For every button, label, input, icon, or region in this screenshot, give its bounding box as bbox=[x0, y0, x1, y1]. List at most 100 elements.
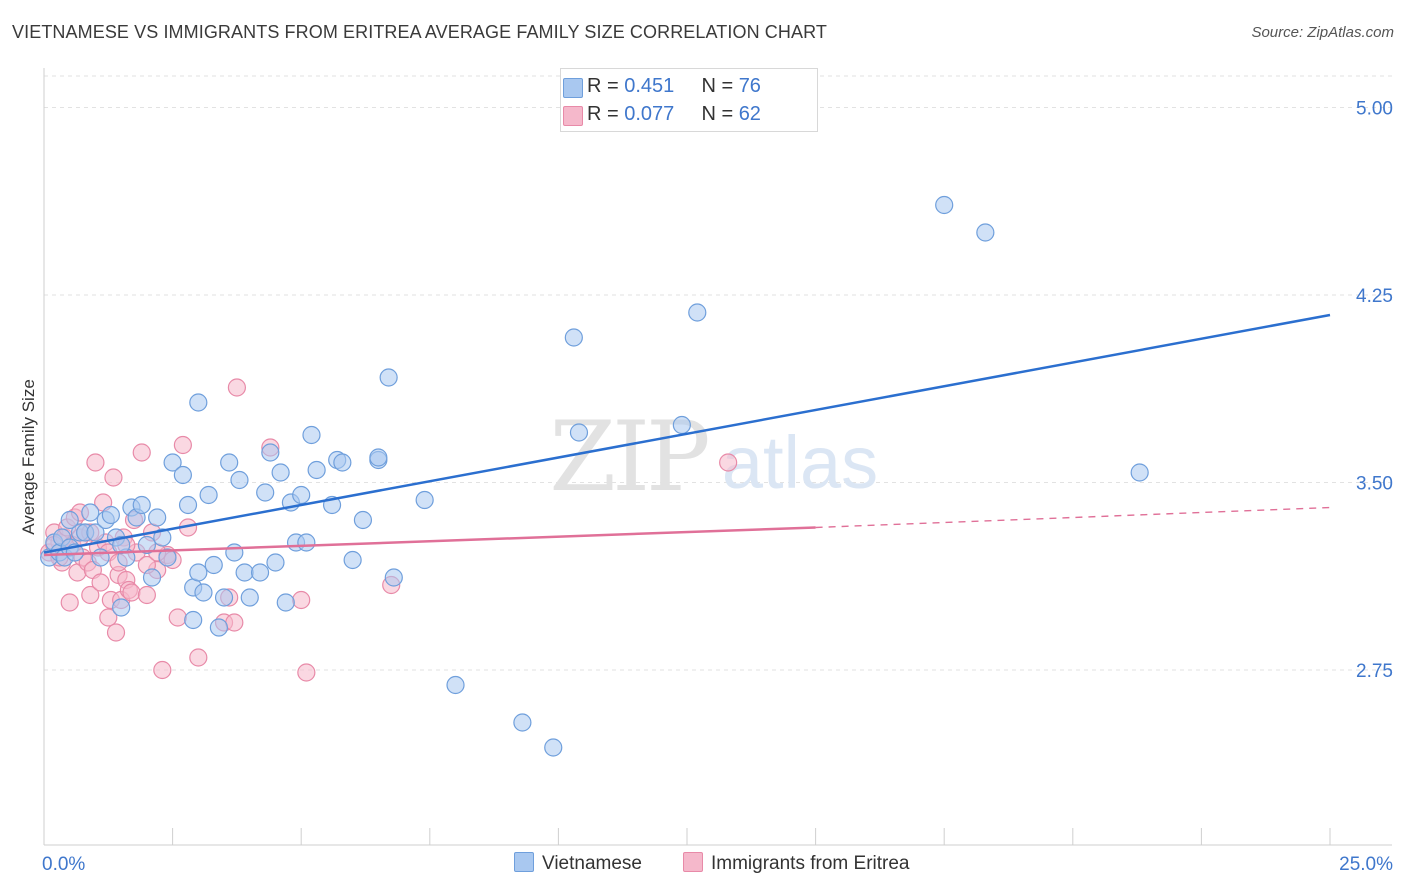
eritrea-point bbox=[173, 435, 192, 455]
eritrea-point bbox=[168, 608, 187, 627]
trend-line-vietnamese bbox=[43, 313, 1331, 554]
y-axis-label: Average Family Size bbox=[19, 379, 38, 535]
legend-swatch-blue bbox=[563, 78, 583, 98]
eritrea-point bbox=[189, 648, 208, 667]
vietnamese-point bbox=[189, 563, 208, 582]
vietnamese-point bbox=[60, 510, 79, 530]
vietnamese-point bbox=[209, 618, 228, 637]
vietnamese-point bbox=[220, 453, 239, 472]
vietnamese-point bbox=[214, 588, 234, 607]
legend-row-eritrea: R = 0.077 N = 62 bbox=[563, 103, 761, 126]
vietnamese-point bbox=[976, 223, 995, 242]
x-tick-label-min: 0.0% bbox=[42, 854, 85, 875]
trend-lines bbox=[43, 313, 1331, 557]
vietnamese-point bbox=[256, 483, 275, 502]
axes bbox=[43, 68, 1392, 846]
vietnamese-point bbox=[353, 510, 373, 530]
y-tick-label: 4.25 bbox=[1356, 286, 1393, 307]
vietnamese-point bbox=[230, 470, 249, 490]
vietnamese-point bbox=[250, 563, 270, 582]
vietnamese-point bbox=[199, 485, 218, 505]
watermark-atlas: atlas bbox=[722, 421, 878, 504]
legend-n-value: 76 bbox=[738, 75, 761, 97]
eritrea-point bbox=[132, 443, 151, 462]
legend-n-value: 62 bbox=[738, 103, 761, 125]
legend: R = 0.451 N = 76 R = 0.077 N = 62 bbox=[560, 68, 818, 132]
vietnamese-point bbox=[564, 328, 583, 347]
vietnamese-point bbox=[194, 583, 213, 602]
vietnamese-point bbox=[271, 463, 290, 482]
eritrea-point bbox=[106, 623, 126, 642]
vietnamese-point bbox=[86, 523, 105, 542]
eritrea-point bbox=[719, 453, 738, 472]
legend-n-label: N = bbox=[701, 103, 739, 125]
watermark: ZIP atlas bbox=[549, 401, 878, 513]
vietnamese-point bbox=[276, 593, 295, 612]
eritrea-point bbox=[122, 583, 141, 602]
legend-r-value: 0.077 bbox=[624, 103, 675, 125]
legend-n-label: N = bbox=[701, 75, 739, 97]
vietnamese-point bbox=[261, 443, 280, 462]
legend-row-vietnamese: R = 0.451 N = 76 bbox=[563, 75, 761, 98]
bottom-legend-label: Vietnamese bbox=[542, 853, 642, 874]
vietnamese-point bbox=[544, 738, 563, 757]
vietnamese-point bbox=[240, 588, 259, 607]
y-tick-label: 5.00 bbox=[1356, 99, 1393, 120]
bottom-legend-label: Immigrants from Eritrea bbox=[711, 853, 910, 874]
legend-r-value: 0.451 bbox=[624, 75, 675, 97]
vietnamese-point bbox=[148, 508, 167, 527]
legend-swatch-pink bbox=[563, 106, 583, 126]
vietnamese-point bbox=[173, 465, 192, 485]
vietnamese-point bbox=[446, 675, 465, 695]
vietnamese-point bbox=[112, 598, 131, 617]
vietnamese-point bbox=[384, 568, 403, 587]
vietnamese-point bbox=[189, 393, 208, 412]
vietnamese-point bbox=[204, 555, 223, 575]
legend-r-label: R = bbox=[587, 103, 625, 125]
eritrea-point bbox=[104, 468, 123, 487]
vietnamese-point bbox=[672, 415, 691, 435]
vietnamese-point bbox=[158, 548, 177, 567]
vietnamese-point bbox=[225, 543, 244, 562]
trend-line-eritrea bbox=[43, 526, 816, 557]
vietnamese-point bbox=[343, 550, 362, 570]
vietnamese-point bbox=[369, 448, 388, 467]
vietnamese-point bbox=[415, 490, 434, 510]
y-tick-labels: 2.75 3.50 4.25 5.00 bbox=[1356, 99, 1393, 683]
vietnamese-point bbox=[1130, 463, 1149, 482]
vietnamese-point bbox=[132, 495, 151, 515]
y-tick-label: 3.50 bbox=[1356, 474, 1393, 495]
eritrea-point bbox=[99, 608, 118, 627]
eritrea-point bbox=[137, 585, 156, 605]
vietnamese-point bbox=[333, 453, 352, 472]
vietnamese-point bbox=[178, 495, 198, 515]
vietnamese-point bbox=[142, 568, 162, 587]
vietnamese-point bbox=[163, 453, 182, 472]
eritrea-point bbox=[225, 613, 244, 632]
vietnamese-point bbox=[153, 528, 172, 547]
eritrea-point bbox=[91, 573, 110, 592]
vietnamese-point bbox=[292, 485, 311, 505]
vietnamese-point bbox=[569, 423, 589, 442]
vietnamese-point bbox=[235, 563, 254, 582]
x-tick-label-max: 25.0% bbox=[1339, 854, 1393, 875]
chart-title: VIETNAMESE VS IMMIGRANTS FROM ERITREA AV… bbox=[12, 22, 827, 42]
vietnamese-point bbox=[137, 535, 156, 555]
vietnamese-point bbox=[302, 425, 321, 445]
vietnamese-point bbox=[379, 368, 398, 387]
vietnamese-point bbox=[513, 713, 532, 732]
eritrea-point bbox=[86, 453, 105, 472]
vietnamese-point bbox=[688, 303, 707, 322]
vietnamese-point bbox=[297, 533, 316, 552]
y-tick-label: 2.75 bbox=[1356, 661, 1393, 682]
bottom-legend-vietnamese: Vietnamese bbox=[514, 852, 642, 875]
eritrea-point bbox=[153, 660, 172, 680]
eritrea-point bbox=[81, 585, 100, 605]
vietnamese-point bbox=[266, 553, 285, 572]
vietnamese-point bbox=[101, 505, 120, 525]
eritrea-point bbox=[292, 590, 311, 610]
bottom-legend-eritrea: Immigrants from Eritrea bbox=[683, 852, 909, 875]
legend-r-label: R = bbox=[587, 75, 625, 97]
vietnamese-point bbox=[81, 503, 100, 522]
vietnamese-point bbox=[307, 460, 326, 480]
